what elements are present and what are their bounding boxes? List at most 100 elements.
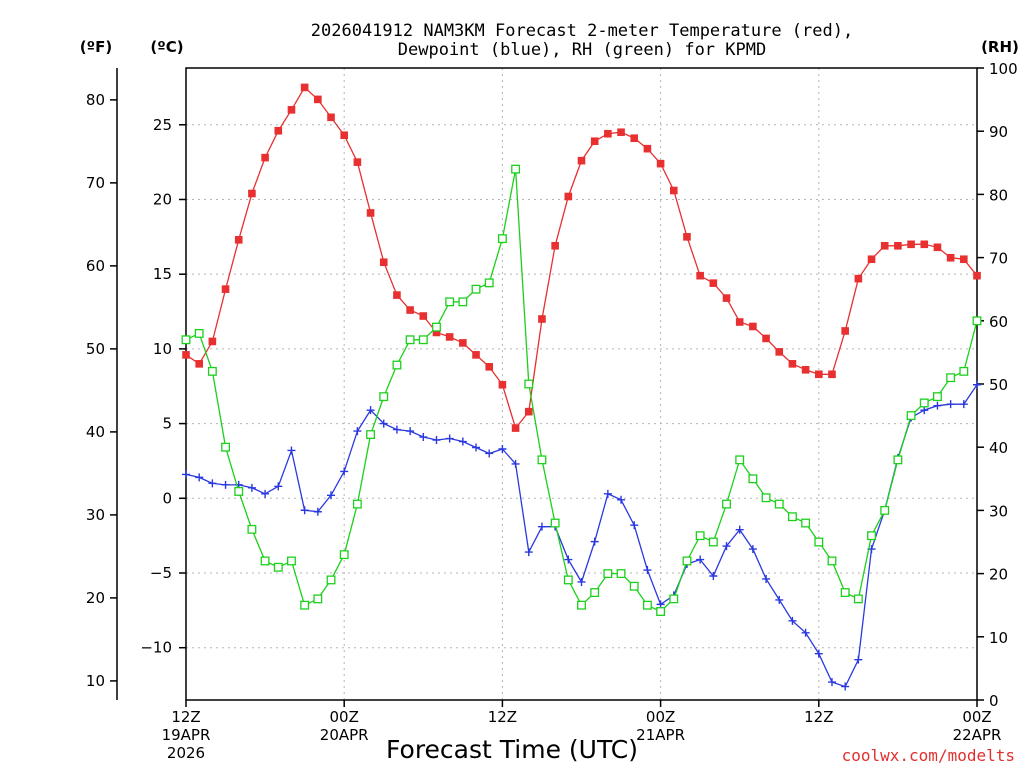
data-point	[379, 258, 388, 267]
data-point	[524, 548, 533, 557]
data-point	[722, 294, 731, 302]
celsius-unit-label: (ºC)	[150, 38, 183, 56]
data-point	[314, 95, 322, 104]
data-point	[313, 594, 323, 604]
data-point	[577, 600, 586, 610]
rh-tick-label: 40	[989, 439, 1008, 457]
fahrenheit-tick-label: 80	[86, 91, 105, 109]
rh-tick-label: 90	[989, 123, 1008, 141]
data-point	[326, 575, 336, 585]
data-point	[418, 335, 428, 345]
data-point	[709, 279, 718, 287]
data-point	[946, 400, 955, 409]
data-point	[749, 322, 757, 331]
data-point	[564, 192, 573, 201]
data-point	[906, 411, 916, 421]
data-point	[761, 493, 771, 503]
rh-tick-label: 0	[989, 692, 999, 710]
data-point	[287, 556, 296, 566]
rh-tick-label: 50	[989, 376, 1008, 394]
data-point	[840, 588, 850, 598]
data-point	[366, 430, 376, 440]
rh-unit-label: (RH)	[981, 38, 1019, 56]
data-point	[458, 437, 467, 446]
data-point	[867, 255, 876, 264]
data-point	[327, 491, 336, 500]
data-point	[485, 363, 494, 371]
data-point	[524, 379, 534, 389]
data-point	[550, 518, 560, 528]
data-point	[656, 159, 665, 168]
data-point	[669, 594, 679, 604]
rh-tick-label: 30	[989, 502, 1008, 520]
data-point	[604, 129, 612, 138]
data-point	[564, 555, 573, 564]
data-point	[221, 480, 230, 489]
celsius-tick-label: 10	[153, 340, 172, 358]
data-point	[445, 434, 454, 443]
rh-tick-label: 60	[989, 313, 1008, 331]
data-point	[683, 233, 691, 241]
data-point	[234, 486, 244, 496]
data-point	[814, 649, 823, 658]
data-point	[511, 424, 520, 432]
chart-title: 2026041912 NAM3KM Forecast 2-meter Tempe…	[311, 21, 853, 41]
data-point	[353, 158, 362, 166]
data-point	[366, 406, 375, 415]
data-point	[722, 499, 731, 509]
data-point	[973, 380, 981, 389]
data-point	[195, 360, 203, 368]
fahrenheit-tick-label: 70	[86, 174, 105, 192]
data-point	[853, 594, 863, 604]
data-point	[617, 495, 626, 504]
data-point	[221, 285, 230, 293]
data-point	[946, 373, 956, 383]
series-dewpoint	[182, 380, 981, 691]
data-point	[920, 240, 929, 249]
celsius-tick-label: 0	[162, 489, 172, 507]
celsius-tick-label: 25	[153, 116, 172, 134]
data-point	[327, 113, 335, 122]
rh-tick-label: 20	[989, 566, 1008, 584]
data-point	[669, 186, 678, 195]
rh-tick-label: 70	[989, 250, 1008, 268]
x-tick-label: 12Z	[488, 708, 517, 726]
data-point	[920, 406, 929, 415]
data-point	[247, 483, 256, 492]
data-point	[445, 333, 454, 341]
data-point	[511, 459, 520, 468]
data-point	[603, 569, 613, 579]
data-point	[815, 370, 823, 379]
data-point	[207, 366, 217, 376]
data-point	[709, 571, 718, 580]
data-point	[459, 339, 467, 347]
data-point	[458, 297, 468, 307]
data-point	[762, 574, 771, 583]
data-point	[498, 444, 507, 453]
data-point	[735, 525, 744, 534]
data-point	[696, 271, 704, 280]
data-point	[801, 628, 810, 637]
data-point	[696, 555, 705, 564]
rh-tick-label: 100	[989, 60, 1018, 78]
data-point	[182, 470, 190, 479]
data-point	[907, 240, 915, 249]
data-point	[841, 327, 849, 335]
data-point	[854, 655, 863, 664]
data-point	[405, 335, 415, 345]
data-point	[788, 360, 797, 368]
fahrenheit-tick-label: 20	[86, 589, 105, 607]
celsius-tick-label: 20	[153, 190, 172, 208]
data-point	[537, 522, 546, 531]
data-point	[273, 562, 283, 572]
data-point	[880, 241, 889, 250]
data-point	[524, 407, 533, 416]
data-point	[379, 392, 389, 402]
data-point	[959, 366, 969, 376]
data-point	[352, 499, 362, 509]
data-point	[629, 581, 639, 591]
data-point	[590, 588, 600, 598]
data-point	[814, 537, 824, 547]
fahrenheit-tick-label: 40	[86, 423, 105, 441]
data-point	[722, 542, 731, 551]
